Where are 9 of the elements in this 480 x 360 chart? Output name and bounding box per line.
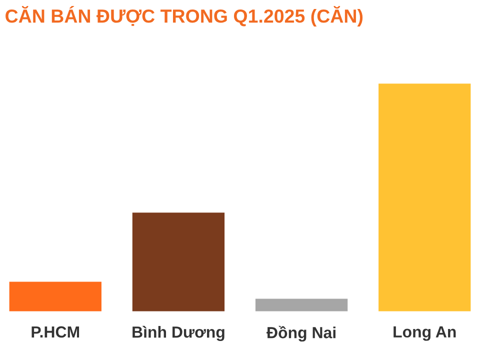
x-tick-label: Long An	[394, 326, 456, 341]
x-tick-label: Bình Dương	[132, 326, 224, 341]
bar	[8, 280, 103, 312]
bar	[254, 297, 350, 312]
x-tick-label: Đồng Nai	[266, 326, 336, 342]
bar	[377, 82, 472, 312]
bar	[130, 211, 226, 312]
x-tick-label: P.HCM	[32, 326, 80, 338]
chart-title: CĂN BÁN ĐƯỢC TRONG Q1.2025 (CĂN)	[6, 6, 363, 26]
